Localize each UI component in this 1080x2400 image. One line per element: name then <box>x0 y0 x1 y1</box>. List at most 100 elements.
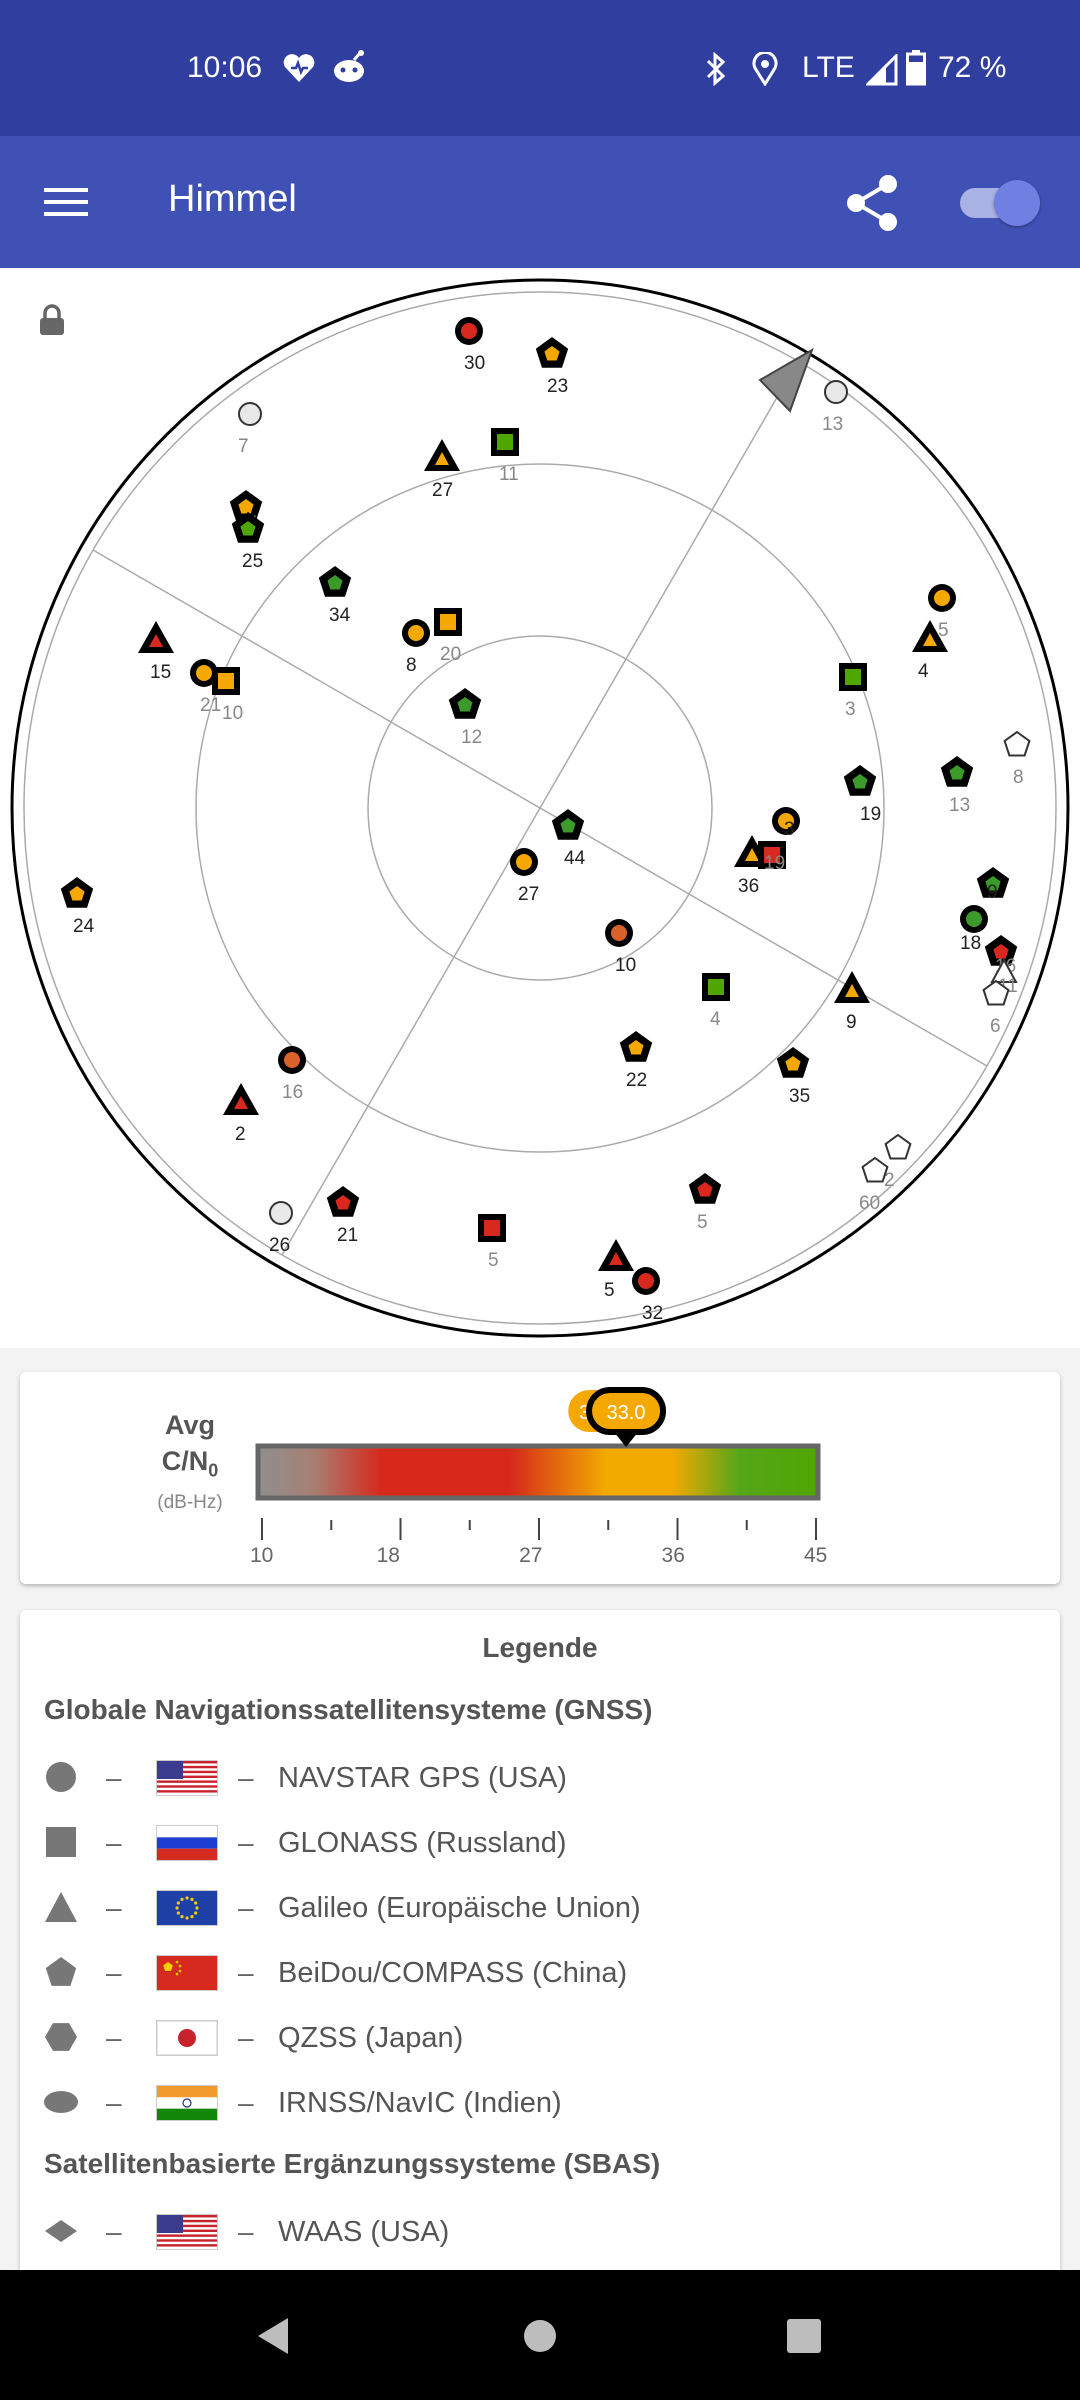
satellite-44-pentagon: 44 <box>551 809 586 869</box>
home-icon[interactable] <box>522 2318 558 2354</box>
legend-label: NAVSTAR GPS (USA) <box>278 1762 567 1794</box>
satellite-label: 18 <box>960 933 981 954</box>
satellite-6-pentagon: 6 <box>982 979 1010 1037</box>
satellite-label: 9 <box>987 882 998 903</box>
meter-tick-label: 36 <box>661 1544 685 1567</box>
legend-card: Legende Globale Navigationssatellitensys… <box>20 1610 1060 2270</box>
meter-tick-label: 10 <box>250 1544 274 1567</box>
satellite-19-square: 19 <box>758 841 786 874</box>
legend-row-japan-gnss: – – QZSS (Japan) <box>44 2014 1044 2064</box>
satellite-2-triangle: 2 <box>223 1083 259 1145</box>
satellite-18-circle: 18 <box>960 905 988 954</box>
satellite-label: 21 <box>337 1225 358 1246</box>
legend-dash: – <box>238 2087 254 2118</box>
satellite-5-pentagon: 5 <box>688 1173 722 1233</box>
satellite-9-triangle: 9 <box>834 971 870 1033</box>
satellite-label: 8 <box>1013 767 1024 788</box>
satellite-19-pentagon: 19 <box>843 765 881 825</box>
meter-title-avg: Avg <box>164 1410 215 1440</box>
legend-row-india-gnss: – – IRNSS/NavIC (Indien) <box>44 2079 1044 2129</box>
satellite-7-circle: 7 <box>238 402 262 457</box>
satellite-32-circle: 32 <box>632 1267 663 1324</box>
satellite-23-pentagon: 23 <box>535 337 569 397</box>
legend-title: Legende <box>482 1632 598 1663</box>
legend-row-usa-gnss: – – NAVSTAR GPS (USA) <box>44 1754 1044 1804</box>
satellite-3-circle: 3 <box>772 807 800 840</box>
satellite-3-square: 3 <box>839 663 867 720</box>
legend-dash: – <box>106 1892 122 1923</box>
satellite-13-circle: 13 <box>822 380 848 435</box>
satellite-4-triangle: 4 <box>912 620 948 682</box>
meter-tick-label: 18 <box>376 1544 400 1567</box>
in-view-cn0-indicator: 33.0 <box>586 1387 667 1447</box>
legend-dash: – <box>106 2022 122 2053</box>
satellite-label: 7 <box>238 436 249 457</box>
legend-dash: – <box>238 1827 254 1858</box>
satellite-26-circle: 26 <box>269 1201 293 1256</box>
legend-dash: – <box>106 2216 122 2247</box>
toggle-switch[interactable] <box>960 180 1040 226</box>
satellite-22-pentagon: 22 <box>619 1031 653 1091</box>
legend-dash: – <box>238 2022 254 2053</box>
satellite-label: 26 <box>269 1235 290 1256</box>
gnss-section-title: Globale Navigationssatellitensysteme (GN… <box>44 1694 653 1725</box>
menu-icon[interactable] <box>44 186 88 218</box>
android-robot-icon <box>334 50 364 82</box>
status-bar: 10:06 LTE 72 % <box>0 0 1080 136</box>
back-icon[interactable] <box>254 2316 292 2356</box>
satellite-21-circle: 21 <box>190 659 221 716</box>
triangle-shape-icon <box>44 1890 78 1929</box>
sbas-section-title: Satellitenbasierte Ergänzungssysteme (SB… <box>44 2148 661 2179</box>
elevation-ring-30 <box>195 463 885 1153</box>
battery-percent: 72 % <box>938 51 1007 84</box>
satellite-8-pentagon: 8 <box>1003 730 1031 788</box>
status-time: 10:06 <box>187 51 263 84</box>
legend-row-eu-gnss: – – Galileo (Europäische Union) <box>44 1884 1044 1934</box>
sky-view: 3023137271111253454158202110312813194427… <box>0 268 1080 1348</box>
flag-japan-icon <box>156 2020 218 2061</box>
recents-icon[interactable] <box>786 2318 822 2354</box>
legend-label: BeiDou/COMPASS (China) <box>278 1957 628 1989</box>
elevation-ring-60 <box>367 635 713 981</box>
cn0-meter-card: Avg C/N0 (dB-Hz) 3233.0 10 18 27 36 45 <box>20 1372 1060 1584</box>
flag-russia-icon <box>156 1825 218 1866</box>
share-icon[interactable] <box>844 174 900 232</box>
meter-gradient-bar <box>255 1443 821 1501</box>
satellite-27-circle: 27 <box>510 848 539 905</box>
legend-row-russia-gnss: – – GLONASS (Russland) <box>44 1819 1044 1869</box>
satellite-label: 2 <box>235 1124 246 1145</box>
satellite-9-pentagon: 9 <box>976 867 1010 903</box>
heart-health-icon <box>283 54 315 82</box>
satellite-label: 60 <box>859 1193 880 1214</box>
satellite-10-square: 10 <box>212 667 243 724</box>
satellite-label: 12 <box>461 727 482 748</box>
satellite-27-triangle: 27 <box>424 439 460 501</box>
legend-row-china-gnss: – – BeiDou/COMPASS (China) <box>44 1949 1044 1999</box>
legend-dash: – <box>238 1892 254 1923</box>
satellite-label: 24 <box>73 916 95 937</box>
satellite-label: 36 <box>738 876 759 897</box>
lock-icon[interactable] <box>38 304 66 336</box>
oval-shape-icon <box>44 2085 78 2124</box>
network-type: LTE <box>802 51 855 84</box>
satellite-label: 44 <box>564 848 586 869</box>
satellite-label: 16 <box>282 1082 303 1103</box>
satellite-label: 5 <box>604 1280 615 1301</box>
elevation-ring-0 <box>23 291 1057 1325</box>
satellite-8-circle: 8 <box>402 619 430 676</box>
satellite-label: 2 <box>884 1170 895 1191</box>
circle-shape-icon <box>44 1760 78 1799</box>
bluetooth-icon <box>706 52 726 86</box>
satellite-label: 4 <box>710 1009 721 1030</box>
app-bar: Himmel <box>0 136 1080 268</box>
satellite-11-square: 11 <box>491 428 519 485</box>
satellite-60-pentagon: 60 <box>859 1156 889 1214</box>
satellite-label: 9 <box>846 1012 857 1033</box>
horizon-circle <box>10 278 1070 1338</box>
satellite-20-square: 20 <box>434 608 462 665</box>
signal-icon <box>866 54 898 86</box>
legend-dash: – <box>106 1957 122 1988</box>
legend-dash: – <box>106 1762 122 1793</box>
meter-unit: (dB-Hz) <box>157 1492 223 1513</box>
satellite-11-triangle: 11 <box>990 957 1018 997</box>
